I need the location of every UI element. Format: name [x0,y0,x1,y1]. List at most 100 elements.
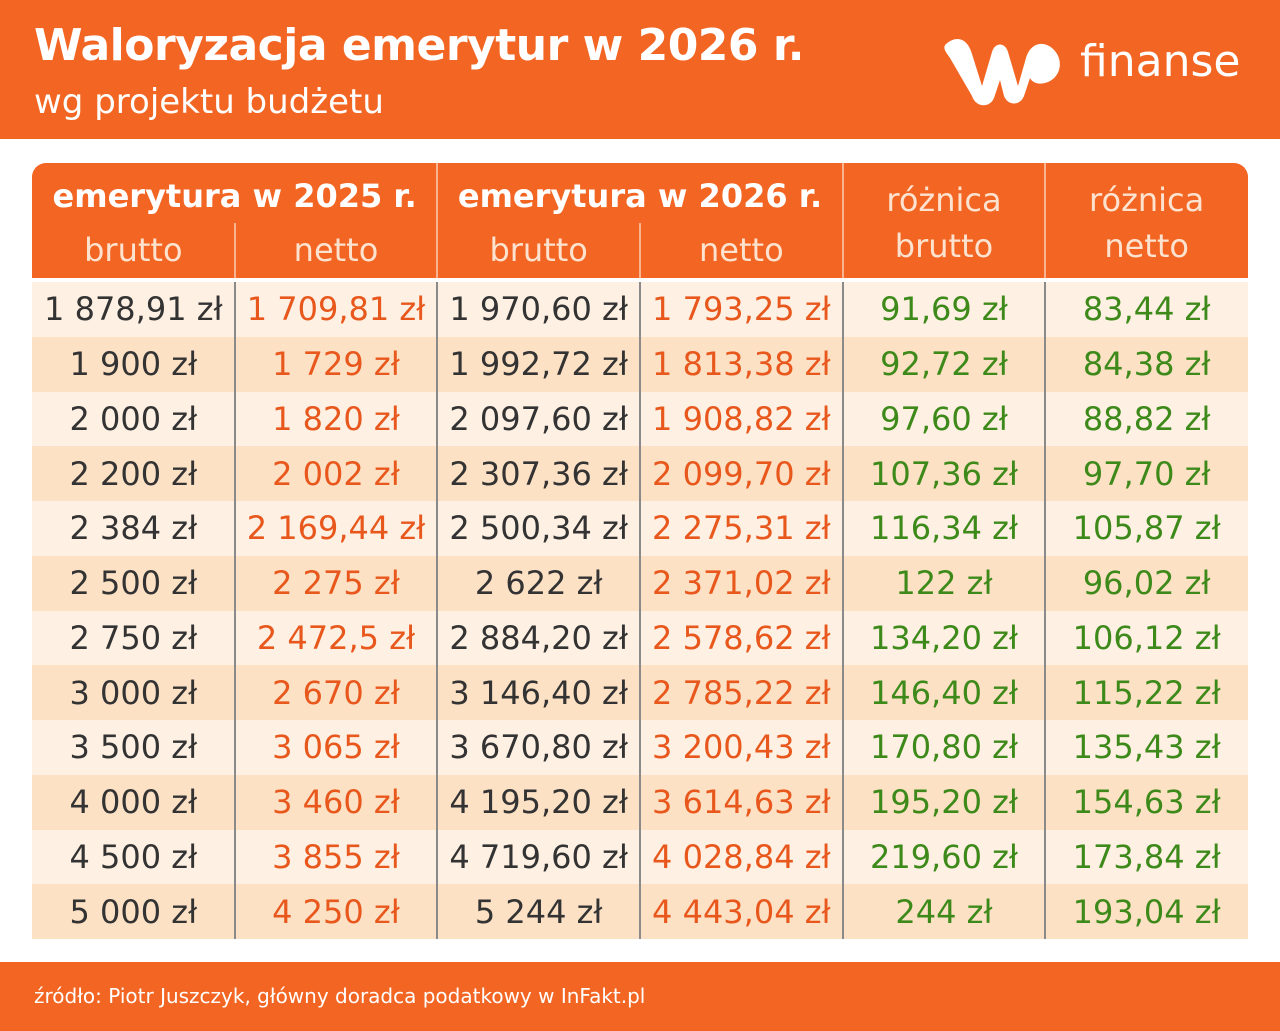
cell: 2 371,02 zł [652,564,831,603]
cell: 105,87 zł [1072,509,1221,548]
cell: 92,72 zł [880,345,1008,384]
body-separator [841,282,844,939]
cell: 244 zł [895,892,993,931]
cell: 219,60 zł [869,837,1018,876]
cell: 2 500 zł [69,564,198,603]
cell: 170,80 zł [869,728,1018,767]
cell: 1 908,82 zł [652,399,831,438]
cell: 4 000 zł [69,783,198,822]
body-separator [639,282,641,939]
cell: 3 460 zł [272,783,400,822]
cell: 134,20 zł [869,618,1018,657]
cell: 3 200,43 zł [652,728,831,767]
cell: 1 878,91 zł [44,290,223,329]
cell: 2 002 zł [272,454,400,493]
cell: 3 146,40 zł [449,673,628,712]
cell: 1 900 zł [69,345,198,384]
cell: 2 472,5 zł [256,618,416,657]
cell: 96,02 zł [1082,564,1211,603]
header-separator [639,223,641,278]
cell: 135,43 zł [1072,728,1221,767]
cell: 1 793,25 zł [652,290,831,329]
cell: 4 500 zł [69,837,198,876]
header-separator [1044,163,1047,278]
cell: 5 244 zł [474,892,603,931]
diff-header: brutto [894,227,994,265]
cell: 3 614,63 zł [652,783,831,822]
cell: 115,22 zł [1072,673,1221,712]
cell: 2 884,20 zł [449,618,628,657]
cell: 1 820 zł [272,399,400,438]
cell: 84,38 zł [1082,345,1211,384]
cell: 2 200 zł [69,454,198,493]
sub-header: brutto [84,231,183,269]
cell: 2 275,31 zł [652,509,831,548]
cell: 2 097,60 zł [449,399,628,438]
body-separator [1044,282,1047,939]
cell: 1 709,81 zł [246,290,426,329]
cell: 2 622 zł [474,564,603,603]
subtitle: wg projektu budżetu [34,82,384,122]
cell: 154,63 zł [1072,783,1221,822]
cell: 3 670,80 zł [449,728,628,767]
header-separator [841,163,844,278]
cell: 3 065 zł [272,728,400,767]
sub-header: brutto [489,231,588,269]
cell: 4 719,60 zł [449,837,628,876]
cell: 2 578,62 zł [652,618,831,657]
cell: 193,04 zł [1072,892,1221,931]
cell: 2 099,70 zł [652,454,831,493]
sub-header: netto [699,231,784,269]
cell: 2 670 zł [272,673,400,712]
cell: 2 169,44 zł [246,509,426,548]
cell: 2 785,22 zł [652,673,831,712]
cell: 2 750 zł [69,618,198,657]
cell: 195,20 zł [869,783,1018,822]
sub-header: netto [293,231,379,269]
cell: 2 275 zł [272,564,400,603]
diff-header: netto [1104,227,1189,265]
cell: 2 384 zł [69,509,198,548]
cell: 4 443,04 zł [652,892,831,931]
cell: 106,12 zł [1072,618,1221,657]
body-separator [436,282,439,939]
cell: 91,69 zł [880,290,1008,329]
header-separator [233,223,236,278]
cell: 2 500,34 zł [449,509,628,548]
group-header: emerytura w 2026 r. [457,177,823,215]
footer-band [0,962,1280,1031]
cell: 4 195,20 zł [449,783,628,822]
cell: 3 500 zł [69,728,198,767]
group-header: emerytura w 2025 r. [52,177,417,215]
cell: 2 000 zł [69,399,198,438]
header-separator [436,163,439,278]
cell: 4 028,84 zł [652,837,831,876]
cell: 107,36 zł [869,454,1018,493]
cell: 88,82 zł [1082,399,1211,438]
header-band [0,0,1280,139]
source: źródło: Piotr Juszczyk, główny doradca p… [34,984,646,1008]
cell: 97,70 zł [1082,454,1211,493]
cell: 173,84 zł [1072,837,1221,876]
cell: 3 855 zł [272,837,400,876]
table: emerytura w 2025 r. emerytura w 2026 r. br… [32,163,1248,939]
cell: 146,40 zł [869,673,1018,712]
cell: 1 970,60 zł [449,290,628,329]
cell: 97,60 zł [880,399,1008,438]
cell: 5 000 zł [69,892,198,931]
brand: finanse [1080,36,1241,87]
cell: 4 250 zł [272,892,400,931]
body-separator [233,282,236,939]
cell: 1 813,38 zł [652,345,831,384]
cell: 122 zł [895,564,993,603]
logo [944,39,1060,106]
cell: 83,44 zł [1082,290,1211,329]
diff-header: różnica [886,181,1002,219]
cell: 3 000 zł [69,673,198,712]
diff-header: różnica [1089,181,1205,219]
cell: 2 307,36 zł [449,454,628,493]
title: Waloryzacja emerytur w 2026 r. [34,20,805,71]
cell: 116,34 zł [869,509,1018,548]
cell: 1 729 zł [272,345,400,384]
